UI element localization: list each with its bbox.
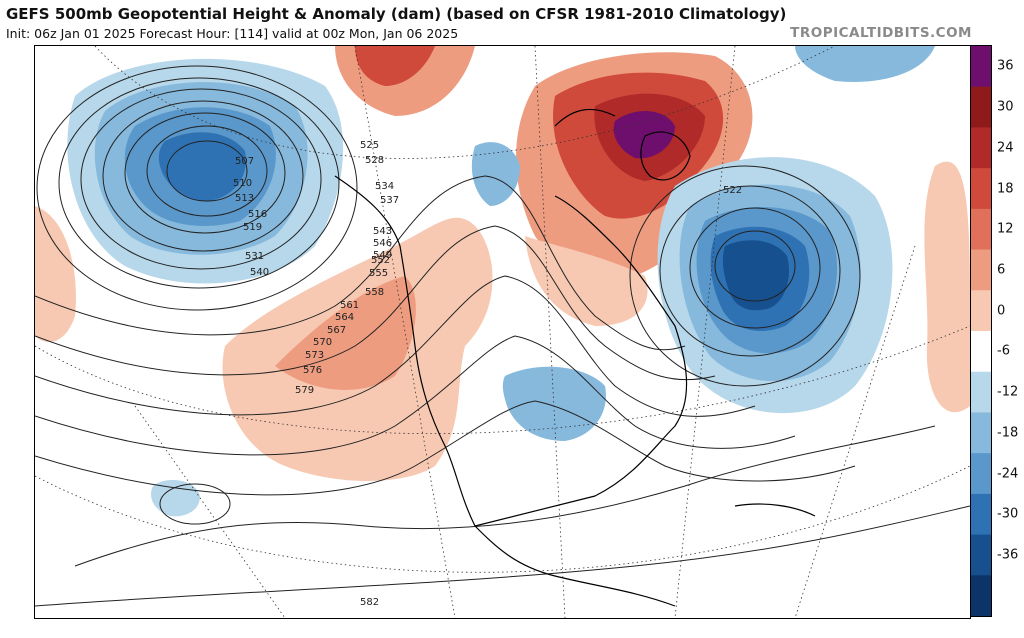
contour-label: 564 xyxy=(335,312,354,323)
chart-subtitle: Init: 06z Jan 01 2025 Forecast Hour: [11… xyxy=(6,26,459,41)
colorbar xyxy=(970,45,992,617)
map-svg: 507 510 513 516 519 531 540 525 528 534 … xyxy=(35,46,970,618)
height-contours xyxy=(35,65,970,607)
negative-anomaly-shading xyxy=(67,46,935,517)
contour-label: 552 xyxy=(371,255,390,266)
contour-label: 558 xyxy=(365,287,384,298)
colorbar-swatch xyxy=(971,453,991,495)
colorbar-tick-label: 12 xyxy=(997,221,1014,237)
colorbar-swatch xyxy=(971,331,991,373)
colorbar-svg xyxy=(971,46,991,617)
contour-label: 519 xyxy=(243,222,262,233)
contour-label: 576 xyxy=(303,365,322,376)
coastlines xyxy=(334,108,816,607)
contour-label: 570 xyxy=(313,337,332,348)
contour-label: 543 xyxy=(373,226,392,237)
colorbar-tick-label: 24 xyxy=(997,140,1014,156)
colorbar-swatch xyxy=(971,208,991,251)
contour-label: 522 xyxy=(723,185,742,196)
contour-label: 555 xyxy=(369,268,388,279)
colorbar-swatch xyxy=(971,86,991,128)
contour-label: 528 xyxy=(365,155,384,166)
contour-label: 567 xyxy=(327,325,346,336)
colorbar-tick-label: -36 xyxy=(997,547,1019,563)
contour-label: 579 xyxy=(295,385,314,396)
colorbar-swatch xyxy=(971,46,991,88)
colorbar-tick-label: -30 xyxy=(997,506,1019,522)
colorbar-swatch xyxy=(971,575,991,617)
colorbar-swatch xyxy=(971,290,991,332)
colorbar-tick-label: -6 xyxy=(997,343,1010,359)
colorbar-tick-label: 6 xyxy=(997,262,1006,278)
colorbar-swatch xyxy=(971,371,991,413)
colorbar-tick-label: 30 xyxy=(997,99,1014,115)
map-panel: 507 510 513 516 519 531 540 525 528 534 … xyxy=(34,45,971,619)
colorbar-swatch xyxy=(971,249,991,291)
contour-labels: 507 510 513 516 519 531 540 525 528 534 … xyxy=(233,140,742,608)
contour-label: 546 xyxy=(373,238,392,249)
latlon-grid xyxy=(35,46,970,618)
contour-label: 516 xyxy=(248,209,267,220)
colorbar-swatch xyxy=(971,412,991,454)
contour-label: 573 xyxy=(305,350,324,361)
contour-label: 582 xyxy=(360,597,379,608)
chart-title: GEFS 500mb Geopotential Height & Anomaly… xyxy=(6,5,787,23)
contour-label: 540 xyxy=(250,267,269,278)
contour-label: 510 xyxy=(233,178,252,189)
contour-label: 534 xyxy=(375,181,394,192)
colorbar-tick-label: -24 xyxy=(997,466,1019,481)
colorbar-tick-label: -12 xyxy=(997,384,1019,400)
colorbar-swatch xyxy=(971,493,991,536)
contour-label: 537 xyxy=(380,195,399,206)
colorbar-swatch xyxy=(971,168,991,210)
contour-label: 525 xyxy=(360,140,379,151)
colorbar-tick-label: -18 xyxy=(997,425,1019,441)
contour-label: 513 xyxy=(235,193,254,204)
contour-label: 507 xyxy=(235,156,254,167)
contour-label: 561 xyxy=(340,300,359,311)
contour-label: 549 xyxy=(373,250,392,261)
colorbar-swatch xyxy=(971,534,991,576)
colorbar-swatch xyxy=(971,127,991,169)
colorbar-tick-label: 36 xyxy=(997,58,1014,74)
site-credit: TROPICALTIDBITS.COM xyxy=(790,25,972,41)
contour-label: 531 xyxy=(245,251,264,262)
colorbar-tick-label: 18 xyxy=(997,181,1014,196)
colorbar-tick-label: 0 xyxy=(997,303,1006,319)
positive-anomaly-shading xyxy=(35,46,970,481)
